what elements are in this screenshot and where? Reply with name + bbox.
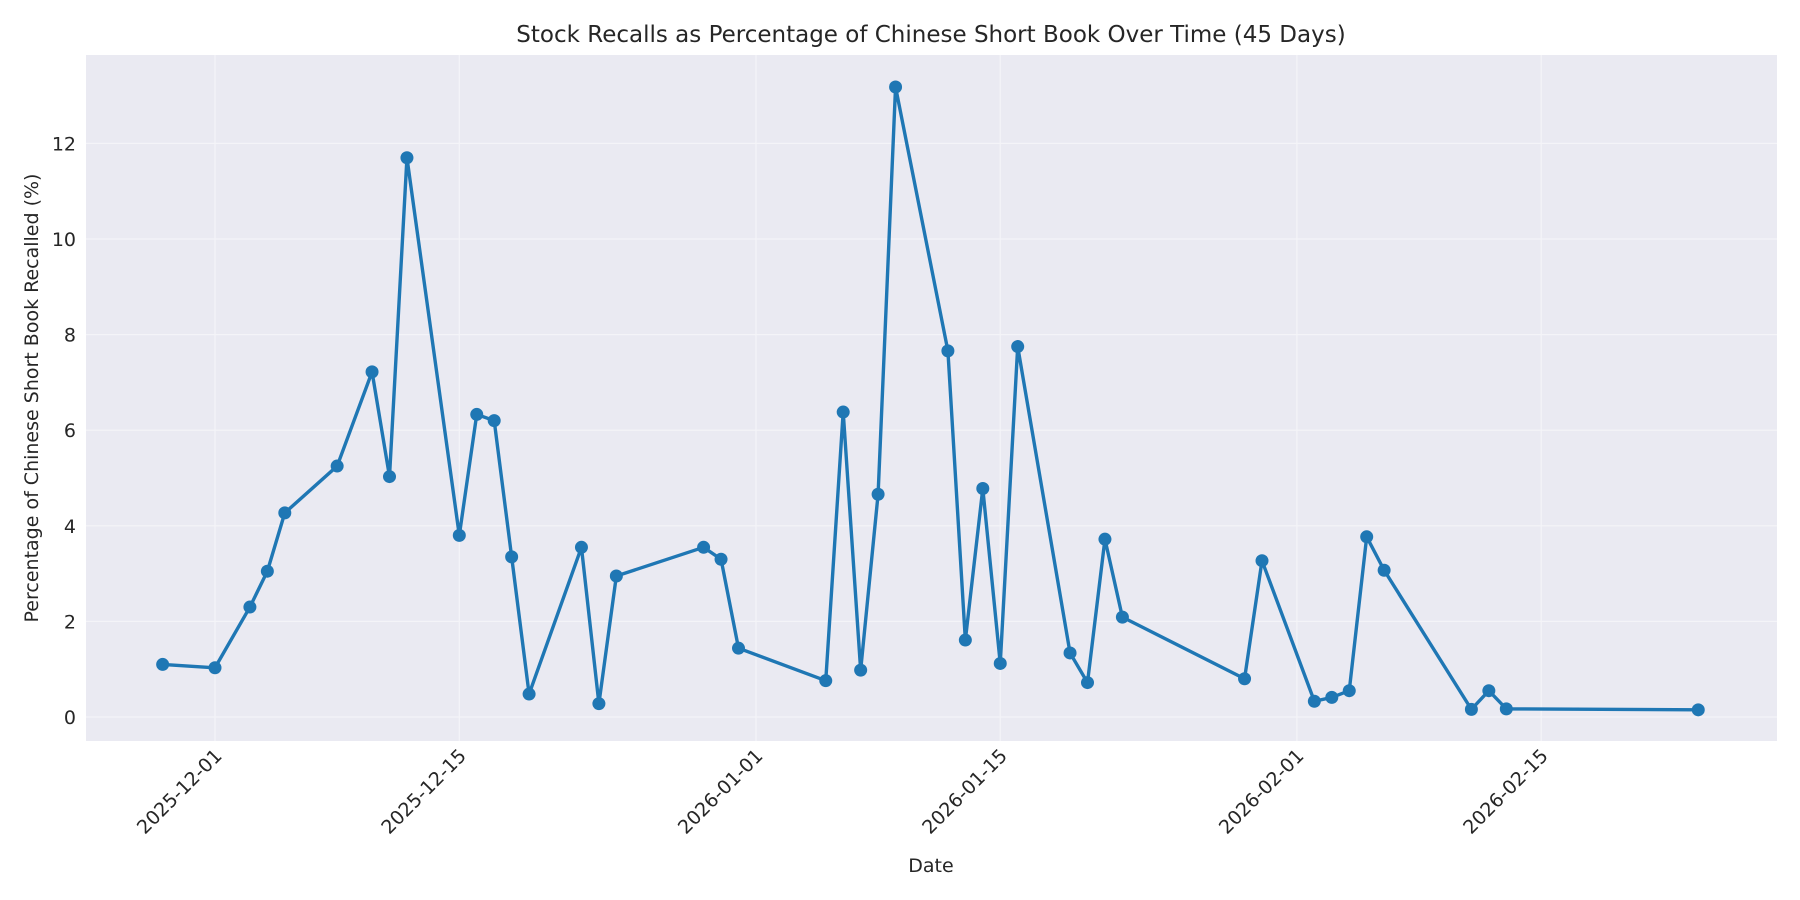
data-point-marker: [819, 674, 833, 688]
data-point-marker: [243, 600, 257, 614]
data-point-marker: [1342, 684, 1356, 698]
x-tick-label: 2025-12-01: [133, 745, 227, 839]
data-point-marker: [330, 459, 344, 473]
data-point-marker: [1238, 672, 1252, 686]
data-point-marker: [836, 405, 850, 419]
data-point-marker: [732, 641, 745, 655]
data-point-marker: [365, 365, 379, 379]
x-tick-label: 2026-02-15: [1459, 745, 1553, 839]
data-point-marker: [383, 470, 396, 484]
grid-lines: [86, 55, 1777, 741]
data-point-marker: [958, 633, 972, 647]
data-point-marker: [976, 482, 990, 496]
y-tick-label: 0: [64, 707, 76, 729]
y-tick-label: 8: [64, 325, 76, 347]
data-point-marker: [487, 414, 501, 428]
x-tick-label: 2026-02-01: [1215, 745, 1309, 839]
data-point-marker: [1255, 554, 1269, 568]
data-point-marker: [854, 663, 868, 677]
y-tick-label: 10: [52, 229, 76, 251]
data-point-marker: [470, 407, 484, 421]
data-point-marker: [1063, 646, 1077, 660]
data-point-marker: [452, 528, 466, 542]
plot-area: [86, 55, 1777, 741]
y-axis-label: Percentage of Chinese Short Book Recalle…: [21, 174, 43, 623]
data-point-marker: [1377, 563, 1391, 577]
data-point-marker: [871, 487, 885, 501]
data-point-marker: [505, 550, 519, 564]
data-point-marker: [1011, 340, 1025, 354]
data-point-marker: [1098, 532, 1112, 546]
data-point-marker: [889, 80, 903, 94]
data-point-marker: [993, 656, 1007, 670]
data-point-marker: [1115, 610, 1129, 624]
data-point-marker: [1464, 702, 1478, 716]
data-point-marker: [592, 697, 606, 711]
data-point-marker: [1499, 702, 1513, 716]
data-point-marker: [278, 506, 292, 520]
data-point-marker: [1307, 694, 1321, 708]
y-tick-label: 6: [64, 420, 76, 442]
y-tick-label: 2: [64, 611, 76, 633]
data-point-marker: [1325, 690, 1339, 704]
y-tick-label: 12: [52, 133, 76, 155]
y-tick-label: 4: [64, 516, 76, 538]
data-point-marker: [208, 661, 222, 675]
data-point-marker: [714, 552, 728, 566]
data-series: [156, 80, 1705, 717]
x-axis-ticks: 2025-12-01 2025-12-15 2026-01-01 2026-01-15…: [133, 745, 1553, 839]
data-point-marker: [522, 687, 536, 701]
data-point-marker: [1360, 530, 1374, 544]
data-point-marker: [609, 569, 623, 583]
data-point-marker: [400, 151, 414, 165]
y-axis-ticks: 0 2 4 6 8 10 12: [52, 133, 76, 729]
data-point-marker: [156, 657, 170, 671]
data-point-marker: [1482, 684, 1496, 698]
data-point-marker: [260, 564, 274, 578]
x-axis-label: Date: [908, 855, 953, 877]
data-point-marker: [574, 540, 588, 554]
x-tick-label: 2026-01-15: [918, 745, 1012, 839]
data-point-marker: [697, 540, 711, 554]
x-tick-label: 2026-01-01: [674, 745, 768, 839]
data-point-marker: [1691, 703, 1705, 717]
data-point-marker: [941, 344, 955, 358]
chart-title: Stock Recalls as Percentage of Chinese S…: [516, 22, 1345, 48]
data-point-marker: [1081, 676, 1094, 690]
x-tick-label: 2025-12-15: [377, 745, 471, 839]
